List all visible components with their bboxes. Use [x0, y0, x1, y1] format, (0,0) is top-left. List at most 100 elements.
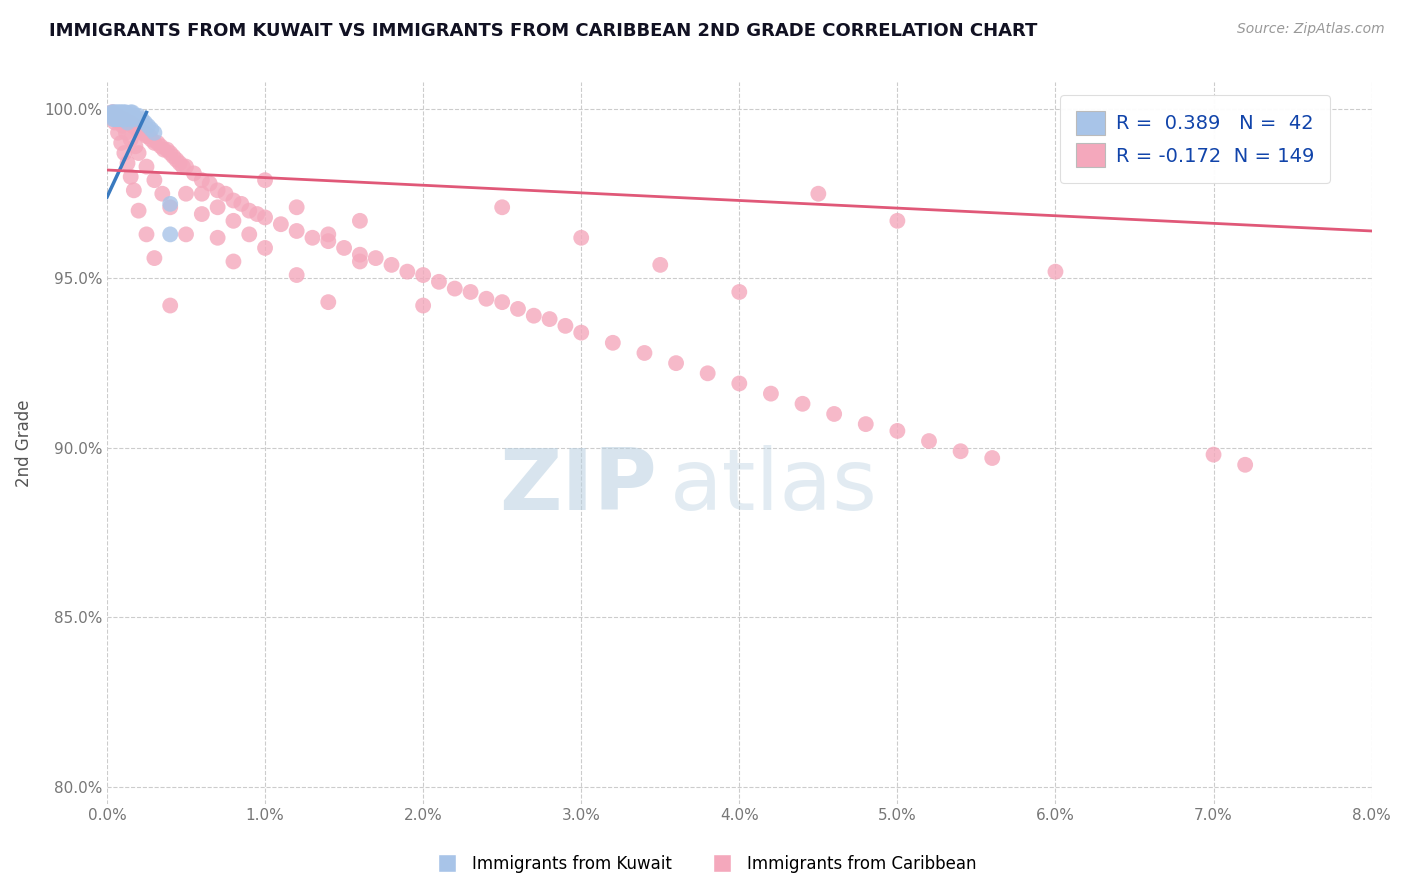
- Point: [124, 119, 146, 133]
- Point: [238, 203, 260, 218]
- Point: [111, 105, 134, 120]
- Point: [316, 227, 339, 242]
- Point: [124, 139, 146, 153]
- Text: atlas: atlas: [669, 444, 877, 527]
- Point: [104, 115, 127, 129]
- Y-axis label: 2nd Grade: 2nd Grade: [15, 399, 32, 486]
- Point: [270, 217, 292, 231]
- Point: [124, 112, 146, 127]
- Point: [107, 109, 129, 123]
- Point: [396, 265, 419, 279]
- Point: [122, 119, 145, 133]
- Point: [117, 115, 139, 129]
- Point: [183, 166, 205, 180]
- Point: [134, 115, 156, 129]
- Point: [105, 109, 128, 123]
- Point: [162, 149, 184, 163]
- Point: [104, 109, 127, 123]
- Point: [191, 173, 214, 187]
- Point: [105, 112, 128, 127]
- Point: [491, 200, 513, 214]
- Point: [112, 105, 135, 120]
- Legend: Immigrants from Kuwait, Immigrants from Caribbean: Immigrants from Kuwait, Immigrants from …: [423, 848, 983, 880]
- Point: [633, 346, 655, 360]
- Point: [602, 335, 624, 350]
- Point: [172, 160, 194, 174]
- Point: [443, 282, 465, 296]
- Point: [823, 407, 845, 421]
- Point: [222, 254, 245, 268]
- Point: [108, 112, 131, 127]
- Point: [122, 109, 145, 123]
- Point: [115, 105, 138, 120]
- Point: [166, 153, 188, 167]
- Point: [150, 186, 173, 201]
- Point: [104, 109, 127, 123]
- Point: [475, 292, 498, 306]
- Point: [569, 326, 592, 340]
- Point: [135, 227, 157, 242]
- Text: IMMIGRANTS FROM KUWAIT VS IMMIGRANTS FROM CARIBBEAN 2ND GRADE CORRELATION CHART: IMMIGRANTS FROM KUWAIT VS IMMIGRANTS FRO…: [49, 22, 1038, 40]
- Point: [120, 112, 142, 127]
- Point: [111, 112, 134, 127]
- Point: [117, 156, 139, 170]
- Point: [111, 109, 134, 123]
- Point: [132, 126, 155, 140]
- Point: [1234, 458, 1257, 472]
- Point: [125, 122, 148, 136]
- Point: [807, 186, 830, 201]
- Point: [103, 112, 125, 127]
- Point: [238, 227, 260, 242]
- Point: [100, 105, 122, 120]
- Point: [128, 122, 150, 136]
- Point: [918, 434, 941, 448]
- Point: [349, 254, 371, 268]
- Point: [222, 194, 245, 208]
- Point: [138, 129, 160, 144]
- Point: [103, 109, 125, 123]
- Point: [108, 105, 131, 120]
- Point: [412, 268, 434, 282]
- Point: [112, 112, 135, 127]
- Point: [156, 143, 179, 157]
- Point: [427, 275, 450, 289]
- Point: [108, 109, 131, 123]
- Point: [128, 146, 150, 161]
- Text: ZIP: ZIP: [499, 444, 657, 527]
- Point: [104, 105, 127, 120]
- Point: [131, 112, 153, 127]
- Point: [285, 268, 308, 282]
- Legend: R =  0.389   N =  42, R = -0.172  N = 149: R = 0.389 N = 42, R = -0.172 N = 149: [1060, 95, 1330, 183]
- Point: [111, 119, 134, 133]
- Point: [128, 109, 150, 123]
- Point: [100, 109, 122, 123]
- Point: [207, 200, 229, 214]
- Point: [110, 105, 132, 120]
- Point: [159, 197, 181, 211]
- Point: [110, 136, 132, 150]
- Point: [105, 109, 128, 123]
- Point: [159, 146, 181, 161]
- Point: [254, 211, 277, 225]
- Point: [569, 231, 592, 245]
- Point: [112, 112, 135, 127]
- Point: [159, 227, 181, 242]
- Point: [231, 197, 253, 211]
- Point: [135, 160, 157, 174]
- Point: [135, 129, 157, 144]
- Point: [174, 160, 197, 174]
- Point: [792, 397, 814, 411]
- Point: [122, 183, 145, 197]
- Point: [118, 115, 141, 129]
- Point: [254, 241, 277, 255]
- Point: [143, 251, 166, 265]
- Point: [207, 183, 229, 197]
- Point: [143, 173, 166, 187]
- Point: [207, 231, 229, 245]
- Point: [759, 386, 782, 401]
- Point: [254, 173, 277, 187]
- Point: [981, 450, 1004, 465]
- Point: [118, 109, 141, 123]
- Point: [121, 105, 143, 120]
- Point: [506, 301, 529, 316]
